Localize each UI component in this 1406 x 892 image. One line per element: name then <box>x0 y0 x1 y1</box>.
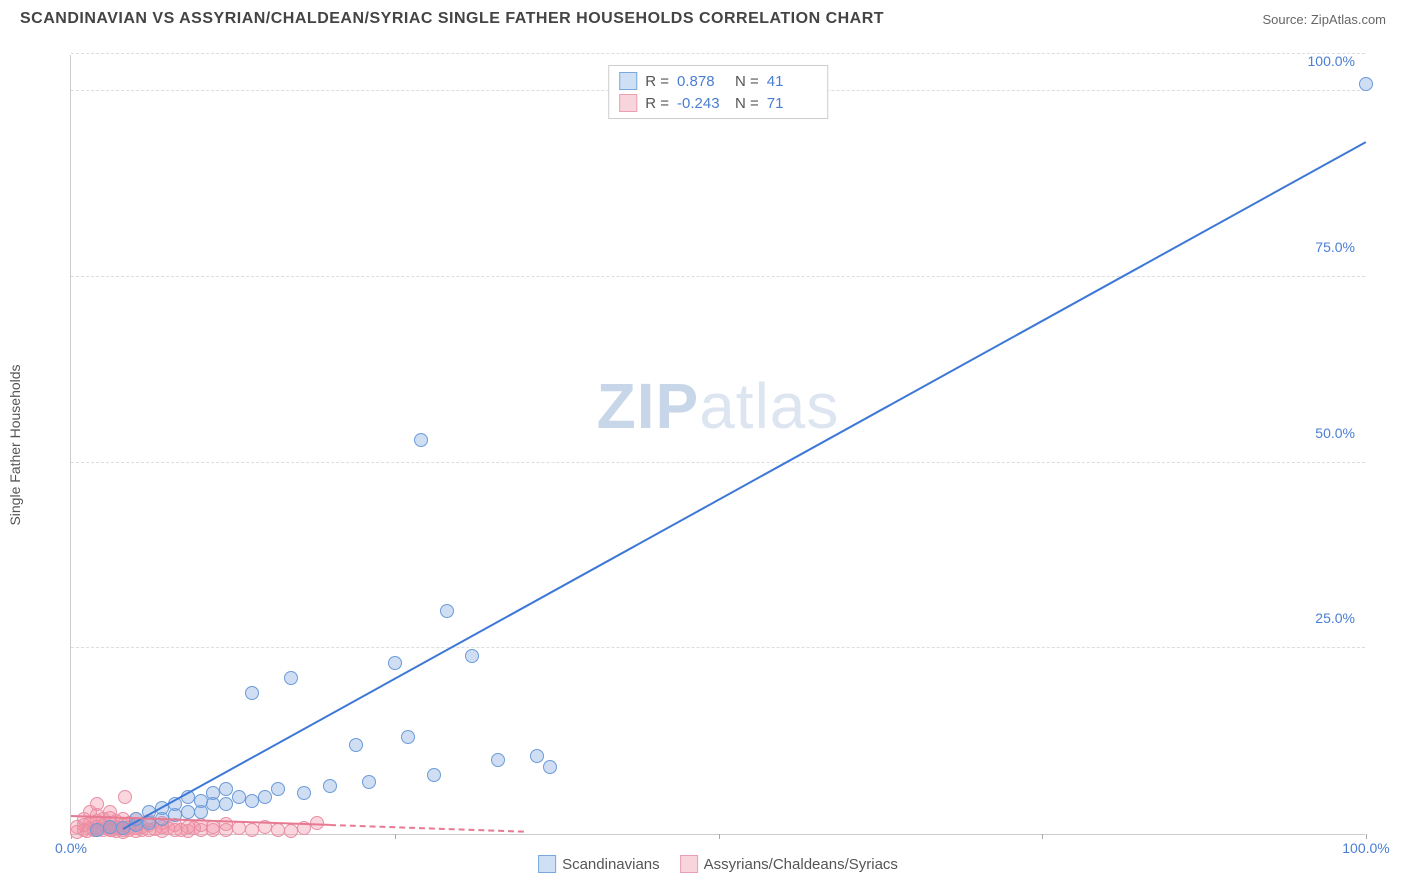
data-point <box>427 768 441 782</box>
legend-label: Scandinavians <box>562 856 660 873</box>
data-point <box>388 656 402 670</box>
chart-title: SCANDINAVIAN VS ASSYRIAN/CHALDEAN/SYRIAC… <box>20 10 884 28</box>
y-tick-label: 75.0% <box>1315 239 1355 255</box>
n-value-1: 41 <box>767 73 817 90</box>
trend-line <box>330 824 524 833</box>
data-point <box>219 782 233 796</box>
correlation-legend: R = 0.878 N = 41 R = -0.243 N = 71 <box>608 65 828 119</box>
swatch-icon <box>680 855 698 873</box>
r-value-1: 0.878 <box>677 73 727 90</box>
data-point <box>297 786 311 800</box>
y-axis-label: Single Father Households <box>7 364 23 525</box>
gridline <box>71 276 1365 277</box>
chart-source: Source: ZipAtlas.com <box>1262 12 1386 27</box>
data-point <box>90 797 104 811</box>
data-point <box>245 794 259 808</box>
watermark: ZIPatlas <box>597 369 840 443</box>
r-label: R = <box>645 95 669 112</box>
data-point <box>245 686 259 700</box>
x-tick <box>1042 834 1043 839</box>
data-point <box>349 738 363 752</box>
legend-item: Assyrians/Chaldeans/Syriacs <box>680 855 898 873</box>
data-point <box>258 790 272 804</box>
n-label: N = <box>735 73 759 90</box>
chart-header: SCANDINAVIAN VS ASSYRIAN/CHALDEAN/SYRIAC… <box>0 0 1406 33</box>
x-tick-label: 100.0% <box>1342 840 1389 856</box>
data-point <box>271 823 285 837</box>
legend-item: Scandinavians <box>538 855 660 873</box>
data-point <box>284 824 298 838</box>
data-point <box>232 821 246 835</box>
legend-row-2: R = -0.243 N = 71 <box>619 92 817 114</box>
data-point <box>530 749 544 763</box>
data-point <box>271 782 285 796</box>
data-point <box>401 730 415 744</box>
data-point <box>543 760 557 774</box>
plot-area: ZIPatlas R = 0.878 N = 41 R = -0.243 N =… <box>70 55 1365 835</box>
x-tick-label: 0.0% <box>55 840 87 856</box>
data-point <box>118 790 132 804</box>
swatch-assyrians <box>619 94 637 112</box>
r-value-2: -0.243 <box>677 95 727 112</box>
data-point <box>103 820 117 834</box>
data-point <box>194 794 208 808</box>
trend-line <box>122 141 1366 830</box>
data-point <box>323 779 337 793</box>
data-point <box>465 649 479 663</box>
data-point <box>206 786 220 800</box>
chart-container: Single Father Households ZIPatlas R = 0.… <box>50 45 1386 845</box>
gridline <box>71 647 1365 648</box>
series-legend: Scandinavians Assyrians/Chaldeans/Syriacs <box>538 855 898 873</box>
r-label: R = <box>645 73 669 90</box>
swatch-icon <box>538 855 556 873</box>
x-tick <box>395 834 396 839</box>
data-point <box>414 433 428 447</box>
data-point <box>491 753 505 767</box>
data-point <box>90 823 104 837</box>
legend-row-1: R = 0.878 N = 41 <box>619 70 817 92</box>
data-point <box>232 790 246 804</box>
x-tick <box>1366 834 1367 839</box>
gridline <box>71 462 1365 463</box>
data-point <box>181 805 195 819</box>
data-point <box>219 797 233 811</box>
n-label: N = <box>735 95 759 112</box>
x-tick <box>719 834 720 839</box>
data-point <box>440 604 454 618</box>
y-tick-label: 25.0% <box>1315 610 1355 626</box>
data-point <box>245 823 259 837</box>
legend-label: Assyrians/Chaldeans/Syriacs <box>704 856 898 873</box>
n-value-2: 71 <box>767 95 817 112</box>
data-point <box>362 775 376 789</box>
data-point <box>1359 77 1373 91</box>
y-tick-label: 100.0% <box>1308 53 1355 69</box>
data-point <box>284 671 298 685</box>
swatch-scandinavians <box>619 72 637 90</box>
y-tick-label: 50.0% <box>1315 425 1355 441</box>
